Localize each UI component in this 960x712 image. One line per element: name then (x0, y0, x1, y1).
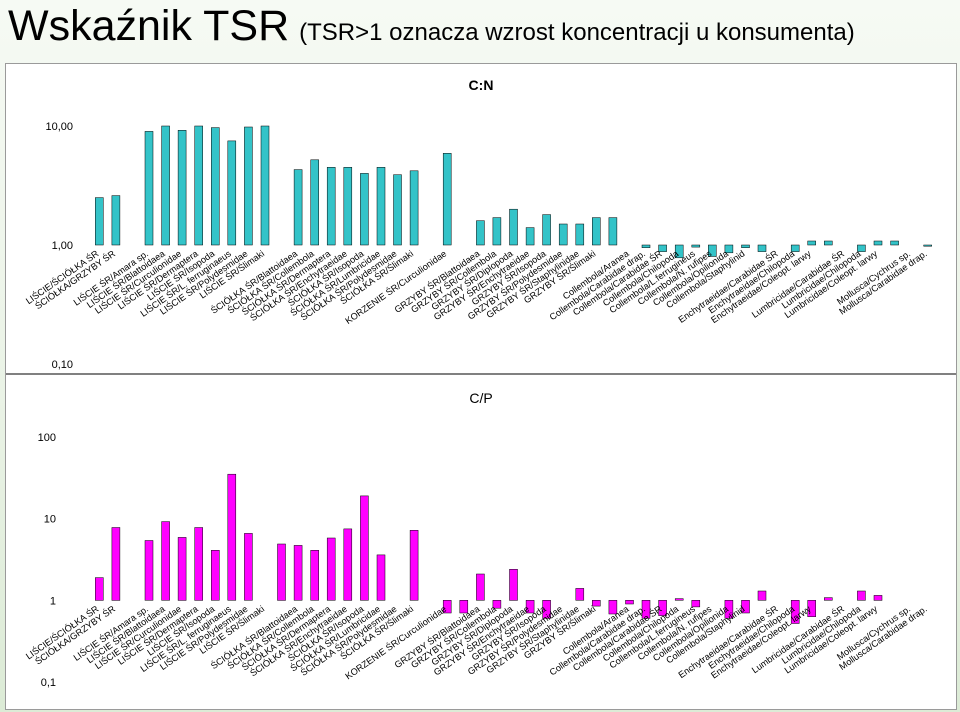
cn-bar (211, 127, 220, 246)
cn-bar (542, 214, 551, 246)
cn-y-tick-label: 1,00 (52, 240, 73, 252)
cn-bar (409, 170, 419, 246)
cp-bar (244, 533, 253, 601)
chart-frame: C:N 0,10 1,00 10,00 LIŚCIE/ŚCIÓŁKA ŚR ŚCIÓŁKA… (5, 63, 957, 710)
cn-bar (824, 240, 833, 246)
cp-bar (326, 537, 336, 601)
cn-bar (558, 223, 568, 246)
cp-bar (741, 600, 750, 614)
cn-bar (641, 244, 651, 248)
cp-y-tick-label: 0,1 (41, 677, 56, 689)
title-subtitle: (TSR>1 oznacza wzrost koncentracji u kon… (299, 19, 855, 46)
cn-bar (890, 240, 899, 246)
cp-bar (111, 527, 121, 601)
cp-bar (442, 600, 452, 614)
cn-bar (326, 167, 336, 246)
cp-bar (691, 600, 701, 608)
cp-bar (144, 540, 154, 601)
cp-bar (824, 597, 833, 601)
cn-bar (509, 208, 518, 246)
cn-bar (144, 131, 154, 246)
cp-bar (608, 600, 618, 615)
cp-bar (525, 600, 535, 614)
cn-bar (343, 167, 353, 246)
cp-bar (161, 521, 170, 601)
cp-bar (857, 590, 866, 601)
cn-bar (177, 130, 187, 246)
page-title: Wskaźnik TSR (TSR>1 oznacza wzrost koncen… (8, 2, 855, 51)
cp-bar (790, 600, 800, 624)
cn-bar (807, 240, 816, 246)
cn-bar (194, 125, 203, 246)
cp-bar (575, 588, 585, 601)
cp-bar (476, 573, 485, 601)
cn-bar (442, 153, 452, 246)
cn-bar (525, 227, 535, 246)
cn-bar (790, 244, 800, 252)
cn-bar (741, 244, 750, 248)
cp-chart-title: C/P (469, 390, 492, 406)
cn-bar (757, 244, 767, 252)
cp-bar (194, 527, 203, 601)
cn-bar (393, 174, 402, 246)
cp-bar (177, 537, 187, 601)
cp-bar (211, 550, 220, 601)
cn-chart-title: C:N (469, 77, 494, 93)
cn-bar (873, 240, 883, 246)
cn-bar (310, 159, 319, 246)
cp-bar (724, 600, 734, 619)
cp-y-tick-label: 10 (44, 514, 56, 526)
cn-bar (476, 220, 485, 246)
cp-bar (459, 600, 469, 614)
cp-bar (641, 600, 651, 619)
cn-bar (111, 195, 121, 246)
cp-bar (360, 495, 369, 601)
cp-bar (343, 528, 353, 601)
cp-bar (310, 550, 319, 601)
cn-bar (608, 217, 618, 246)
cn-bar (95, 197, 104, 246)
cp-bar (542, 600, 551, 619)
cp-bar (674, 598, 684, 601)
cn-bar (376, 167, 386, 246)
cn-bar (575, 223, 585, 246)
title-main: Wskaźnik TSR (8, 2, 290, 50)
cp-y-tick-label: 100 (38, 432, 56, 444)
cn-bar (244, 126, 253, 246)
cp-bar (658, 600, 667, 616)
cp-bar (625, 600, 634, 605)
cn-bar (724, 244, 734, 254)
cn-bar (592, 217, 601, 246)
cp-bar (807, 600, 816, 617)
cn-bar (260, 125, 270, 246)
cn-y-tick-label: 0,10 (52, 359, 73, 371)
cp-bar (492, 600, 502, 609)
cn-bar (691, 244, 701, 248)
cp-bar (409, 530, 419, 601)
cp-bar (376, 554, 386, 601)
cn-bar (360, 173, 369, 246)
cp-bar (277, 543, 286, 601)
cp-bar (757, 590, 767, 601)
cp-bar (509, 569, 518, 601)
cn-bar (923, 244, 932, 247)
cn-bar (161, 125, 170, 246)
cp-bar (95, 577, 104, 601)
cn-bar (857, 244, 866, 252)
cn-bar (708, 244, 717, 257)
cp-bar (873, 595, 883, 601)
cn-bar (227, 140, 237, 246)
cp-bar (592, 600, 601, 607)
cp-bar (227, 473, 237, 601)
cp-y-tick-label: 1 (50, 595, 56, 607)
cn-bar (492, 217, 502, 246)
cn-bar (674, 244, 684, 259)
cn-y-tick-label: 10,00 (45, 121, 73, 133)
cp-bar (293, 545, 303, 601)
cn-bar (658, 244, 667, 252)
cn-bar (293, 169, 303, 246)
